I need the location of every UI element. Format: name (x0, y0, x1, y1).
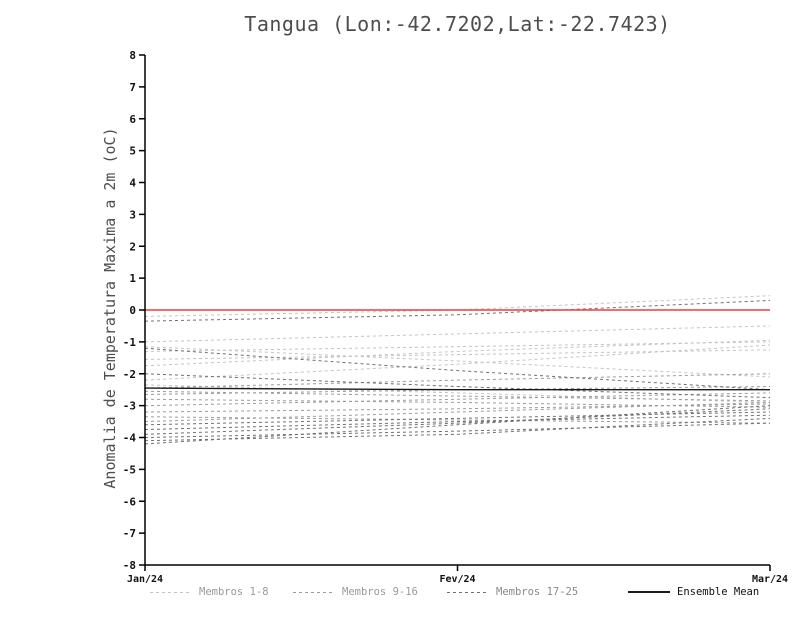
ensemble-member-line (144, 341, 771, 352)
legend-item-ensemble-mean: Ensemble Mean (628, 586, 759, 598)
solid-line-sample-icon (628, 591, 670, 593)
ensemble-member-line (144, 398, 771, 408)
x-tick-label: Fev/24 (439, 574, 475, 585)
ensemble-member-line (144, 414, 771, 431)
ensemble-member-line (144, 416, 771, 424)
y-tick-label: 6 (129, 113, 136, 126)
ensemble-member-line (144, 422, 771, 438)
y-tick-label: 5 (129, 145, 136, 158)
ensemble-member-line (144, 392, 771, 407)
ensemble-member-line (144, 325, 771, 343)
y-tick-label: 1 (129, 272, 136, 285)
y-tick-label: -4 (123, 432, 137, 445)
y-tick-label: -6 (123, 495, 137, 508)
chart-legend: Membros 1-8 Membros 9-16 Membros 17-25 E… (145, 586, 785, 606)
ensemble-member-line (144, 403, 771, 413)
y-tick-label: -1 (123, 336, 137, 349)
dashed-line-sample-icon (447, 591, 489, 593)
ensemble-member-line (144, 384, 771, 403)
y-tick-label: 4 (129, 177, 136, 190)
ensemble-member-line (144, 405, 771, 445)
chart-title: Tangua (Lon:-42.7202,Lat:-22.7423) (244, 12, 671, 36)
y-tick-label: 8 (129, 49, 136, 62)
dashed-line-sample-icon (150, 591, 192, 593)
y-tick-label: 0 (129, 304, 136, 317)
ensemble-member-line (144, 299, 771, 322)
legend-label: Membros 1-8 (199, 586, 269, 598)
y-tick-label: 3 (129, 208, 136, 221)
ensemble-member-line (144, 417, 771, 442)
legend-label: Membros 9-16 (342, 586, 418, 598)
legend-item-membros-17-25: Membros 17-25 (447, 586, 578, 598)
legend-label: Membros 17-25 (496, 586, 579, 598)
y-tick-label: 7 (129, 81, 136, 94)
y-tick-label: -3 (123, 400, 136, 413)
ensemble-member-line (144, 373, 771, 399)
dashed-line-sample-icon (293, 591, 335, 593)
ensemble-member-line (144, 411, 771, 426)
y-tick-label: -8 (123, 559, 136, 572)
x-tick-label: Mar/24 (752, 574, 788, 585)
ensemble-mean-line (144, 387, 770, 391)
ensemble-member-line (144, 344, 771, 381)
legend-item-membros-1-8: Membros 1-8 (150, 586, 269, 598)
ensemble-member-line (144, 349, 771, 360)
y-tick-label: -5 (123, 463, 136, 476)
legend-item-membros-9-16: Membros 9-16 (293, 586, 418, 598)
ensemble-member-line (144, 295, 771, 317)
ensemble-member-line (144, 401, 771, 423)
ensemble-member-line (144, 347, 771, 391)
ensemble-member-line (144, 346, 771, 378)
legend-label: Ensemble Mean (677, 586, 760, 598)
x-tick-label: Jan/24 (127, 574, 163, 585)
ensemble-member-line (144, 373, 771, 389)
y-tick-label: -2 (123, 368, 136, 381)
ensemble-member-line (144, 339, 771, 367)
y-tick-label: -7 (123, 527, 136, 540)
y-tick-label: 2 (129, 240, 136, 253)
ensemble-member-line (144, 408, 771, 435)
